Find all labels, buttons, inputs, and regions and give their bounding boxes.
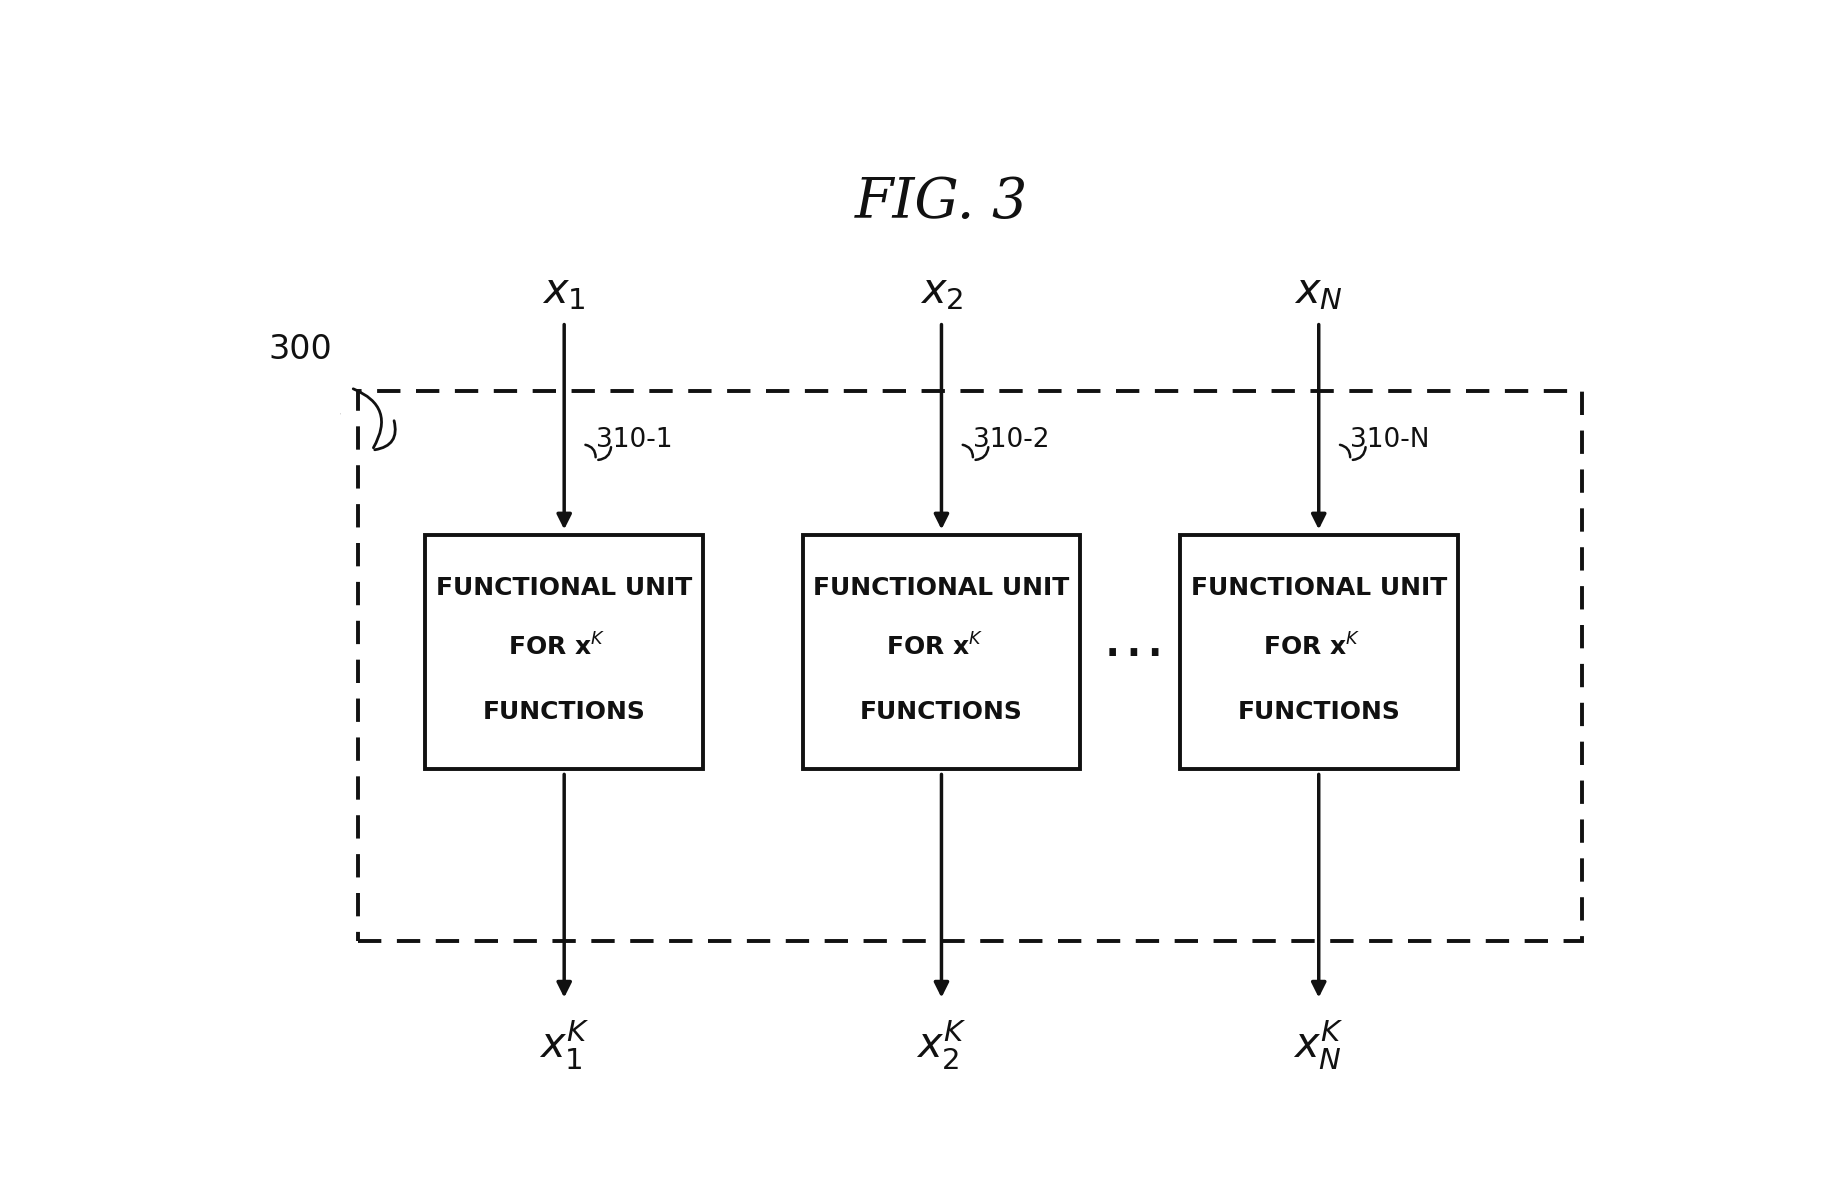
Text: FUNCTIONAL UNIT: FUNCTIONAL UNIT: [1190, 575, 1448, 600]
Text: $x_1$: $x_1$: [542, 270, 586, 312]
Text: $x_N$: $x_N$: [1295, 270, 1343, 312]
Bar: [1179, 535, 1457, 769]
Text: FUNCTIONAL UNIT: FUNCTIONAL UNIT: [435, 575, 693, 600]
Text: FUNCTIONAL UNIT: FUNCTIONAL UNIT: [814, 575, 1069, 600]
Text: $\cdots$: $\cdots$: [1100, 621, 1159, 682]
Text: FOR $\mathbf{x}^K$: FOR $\mathbf{x}^K$: [1264, 634, 1359, 661]
Text: $x_2^K$: $x_2^K$: [917, 1018, 966, 1072]
Text: $x_1^K$: $x_1^K$: [538, 1018, 590, 1072]
Bar: [358, 391, 1582, 941]
Bar: [426, 535, 704, 769]
Text: 310-1: 310-1: [595, 426, 672, 453]
Text: $x_2$: $x_2$: [920, 270, 963, 312]
Text: FOR $\mathbf{x}^K$: FOR $\mathbf{x}^K$: [885, 634, 983, 661]
Text: FUNCTIONS: FUNCTIONS: [1238, 699, 1400, 723]
Text: FUNCTIONS: FUNCTIONS: [860, 699, 1023, 723]
Text: FOR $\mathbf{x}^K$: FOR $\mathbf{x}^K$: [509, 634, 606, 661]
Text: 300: 300: [268, 332, 332, 366]
Text: $x_N^K$: $x_N^K$: [1293, 1018, 1345, 1072]
Text: FIG. 3: FIG. 3: [854, 175, 1029, 230]
Text: 310-2: 310-2: [974, 426, 1049, 453]
Bar: [803, 535, 1080, 769]
Text: FUNCTIONS: FUNCTIONS: [483, 699, 645, 723]
Text: 310-N: 310-N: [1350, 426, 1429, 453]
